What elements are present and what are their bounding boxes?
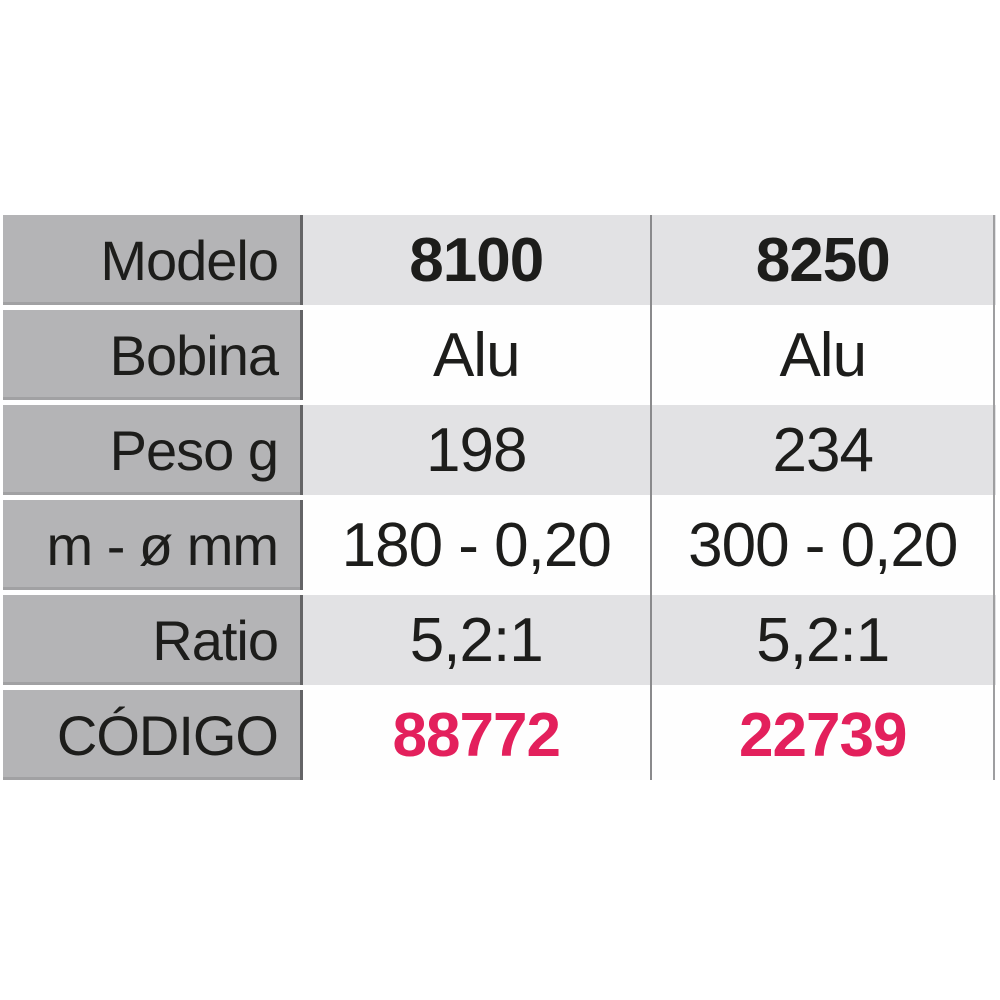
cell-ratio-col2: 5,2:1 bbox=[649, 595, 996, 685]
cell-ratio-col1: 5,2:1 bbox=[303, 595, 650, 685]
cell-bobina-col1: Alu bbox=[303, 310, 650, 400]
table-row-peso: Peso g 198 234 bbox=[3, 405, 996, 495]
row-header-codigo: CÓDIGO bbox=[3, 690, 303, 780]
table-row-codigo: CÓDIGO 88772 22739 bbox=[3, 690, 996, 780]
cell-capacity-col1: 180 - 0,20 bbox=[303, 500, 650, 590]
cell-modelo-col1: 8100 bbox=[303, 215, 650, 305]
row-header-bobina: Bobina bbox=[3, 310, 303, 400]
cell-codigo-col1: 88772 bbox=[303, 690, 650, 780]
row-header-peso: Peso g bbox=[3, 405, 303, 495]
spec-table: Modelo 8100 8250 Bobina Alu Alu Peso g 1… bbox=[3, 215, 996, 780]
cell-bobina-col2: Alu bbox=[649, 310, 996, 400]
cell-codigo-col2: 22739 bbox=[649, 690, 996, 780]
cell-capacity-col2: 300 - 0,20 bbox=[649, 500, 996, 590]
cell-modelo-col2: 8250 bbox=[649, 215, 996, 305]
table-row-ratio: Ratio 5,2:1 5,2:1 bbox=[3, 595, 996, 685]
row-header-capacity: m - ø mm bbox=[3, 500, 303, 590]
cell-peso-col2: 234 bbox=[649, 405, 996, 495]
table-right-border-line bbox=[993, 215, 995, 780]
row-header-modelo: Modelo bbox=[3, 215, 303, 305]
table-row-bobina: Bobina Alu Alu bbox=[3, 310, 996, 400]
column-divider-line bbox=[650, 215, 652, 780]
row-header-ratio: Ratio bbox=[3, 595, 303, 685]
table-row-capacity: m - ø mm 180 - 0,20 300 - 0,20 bbox=[3, 500, 996, 590]
cell-peso-col1: 198 bbox=[303, 405, 650, 495]
table-row-modelo: Modelo 8100 8250 bbox=[3, 215, 996, 305]
